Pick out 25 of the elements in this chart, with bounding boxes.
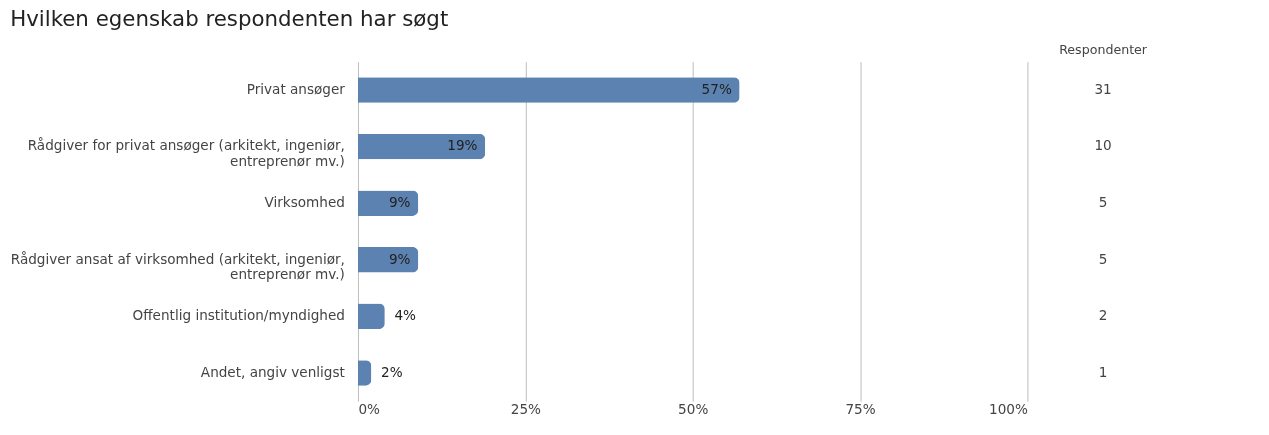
text: 5 xyxy=(1098,194,1108,211)
text: 5 xyxy=(1098,250,1108,267)
data-label: 19% xyxy=(447,137,478,154)
text: 31 xyxy=(1094,80,1112,97)
data-label: 9% xyxy=(388,250,411,267)
y-tick-label: Andet, angiv venligst xyxy=(200,363,345,380)
y-tick-label: Rådgiver for privat ansøger (arkitekt, ingeniør, entreprenør mv.) xyxy=(27,137,345,169)
data-label: 4% xyxy=(394,307,417,324)
x-tick-label: 50% xyxy=(678,401,709,418)
data-label: 9% xyxy=(388,194,411,211)
data-label: 57% xyxy=(701,80,732,97)
y-tick-label: Offentlig institution/myndighed xyxy=(132,307,345,324)
data-label: 2% xyxy=(381,363,403,380)
text: Respondenter xyxy=(1059,41,1148,57)
y-tick-label: Privat ansøger xyxy=(246,80,346,97)
x-tick-label: 25% xyxy=(510,401,542,418)
text: 1 xyxy=(1098,363,1108,380)
x-tick-label: 75% xyxy=(845,401,876,418)
text: 2 xyxy=(1098,307,1108,324)
text: 10 xyxy=(1094,137,1112,154)
chart-title: Hvilken egenskab respondenten har søgt xyxy=(10,5,449,31)
x-tick-label: 100% xyxy=(989,401,1028,418)
y-tick-label: Virksomhed xyxy=(264,194,345,211)
y-tick-label: Rådgiver ansat af virksomhed (arkitekt, ingeniør, entreprenør mv.) xyxy=(10,250,345,283)
x-tick-label: 0% xyxy=(358,401,381,418)
